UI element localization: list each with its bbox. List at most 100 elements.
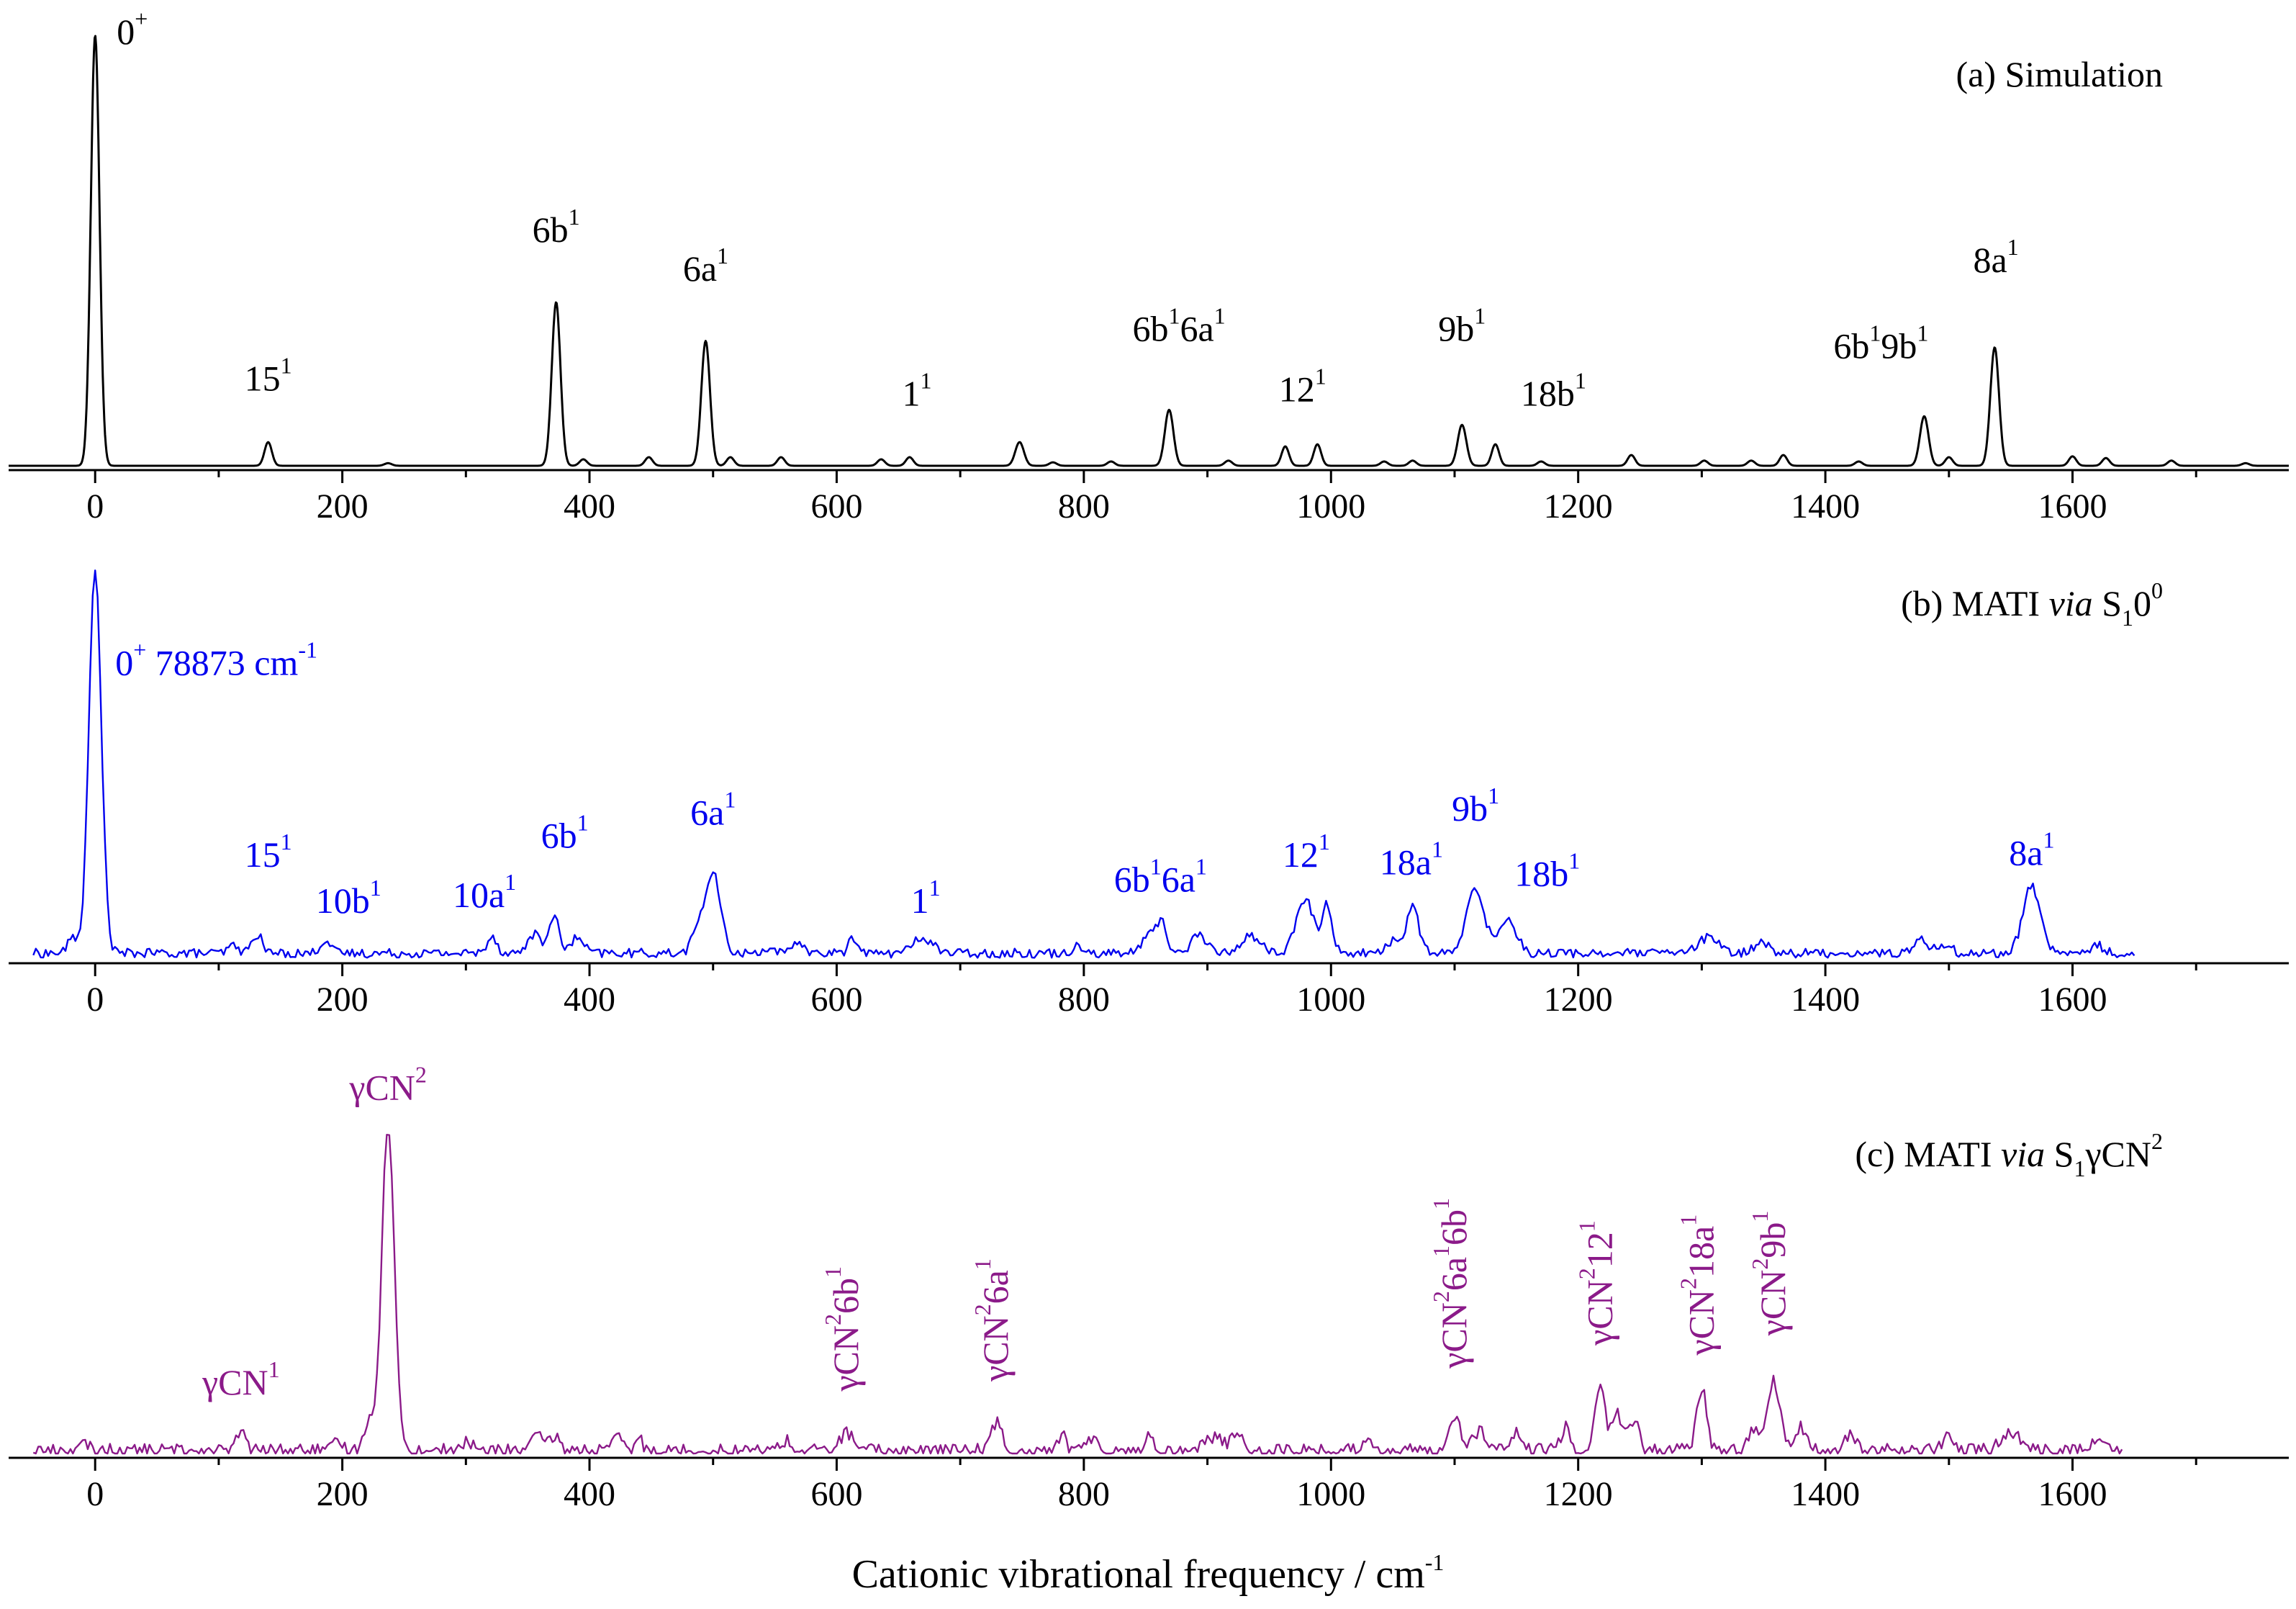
panel-title-c-part: S bbox=[2045, 1134, 2074, 1174]
tick-label-a: 1400 bbox=[1791, 487, 1860, 526]
peak-label-b-part: 1 bbox=[577, 809, 589, 835]
panel-title-c-part: γCN bbox=[2084, 1134, 2151, 1174]
peak-label-a-part: 1 bbox=[1917, 320, 1928, 346]
peak-label-b-part: 15 bbox=[245, 834, 281, 875]
peak-label-b-part: 1 bbox=[1319, 829, 1330, 855]
tick-label-b: 1200 bbox=[1544, 981, 1613, 1019]
panel-title-a-part: (a) Simulation bbox=[1956, 54, 2163, 94]
peak-label-a: 151 bbox=[245, 352, 292, 398]
peak-label-c-part: γCN bbox=[975, 1315, 1016, 1382]
peak-label-c-part: 1 bbox=[820, 1266, 846, 1278]
peak-label-a: 121 bbox=[1279, 363, 1326, 409]
peak-label-b-part: 1 bbox=[1150, 854, 1162, 880]
tick-label-a: 1600 bbox=[2038, 487, 2107, 526]
peak-label-a-part: 9b bbox=[1438, 309, 1474, 349]
peak-label-a: 9b1 bbox=[1438, 303, 1486, 349]
peak-label-b-part: 18a bbox=[1380, 842, 1432, 883]
peak-label-b: 121 bbox=[1283, 829, 1330, 875]
tick-label-c: 200 bbox=[317, 1475, 369, 1513]
peak-label-b-part: 1 bbox=[911, 880, 929, 921]
tick-label-c: 800 bbox=[1058, 1475, 1110, 1513]
peak-label-b-part: 78873 cm bbox=[146, 643, 298, 683]
panel-title-a: (a) Simulation bbox=[1956, 54, 2163, 94]
tick-label-b: 0 bbox=[86, 981, 104, 1019]
peak-label-c: γCN26a16b1 bbox=[1428, 1198, 1474, 1369]
peak-label-c-part: 2 bbox=[1574, 1268, 1600, 1279]
tick-label-a: 600 bbox=[810, 487, 862, 526]
peak-label-a-part: 1 bbox=[921, 367, 932, 393]
peak-label-a: 6b1 bbox=[533, 204, 580, 250]
peak-label-b: 0+ 78873 cm-1 bbox=[115, 637, 317, 683]
peak-label-b: 10b1 bbox=[316, 875, 381, 921]
peak-label-c: γCN29b1 bbox=[1747, 1211, 1793, 1337]
peak-label-a-part: + bbox=[135, 6, 148, 32]
tick-label-a: 0 bbox=[86, 487, 104, 526]
tick-label-c: 0 bbox=[86, 1475, 104, 1513]
peak-label-b-part: 1 bbox=[370, 875, 381, 901]
panel-b: 0 200 400 600 800 1000 1200 1400 1600(b) MATI vi… bbox=[9, 569, 2289, 1019]
peak-label-b-part: 1 bbox=[281, 829, 292, 855]
tick-label-c: 1600 bbox=[2038, 1475, 2107, 1513]
peak-label-c-part: 1 bbox=[1428, 1198, 1454, 1209]
peak-label-a-part: 0 bbox=[117, 12, 135, 52]
peak-label-b-part: 10a bbox=[453, 875, 505, 915]
panel-title-b-part: 1 bbox=[2122, 605, 2133, 631]
tick-label-b: 200 bbox=[317, 981, 369, 1019]
peak-label-c-part: 2 bbox=[820, 1314, 846, 1325]
panels-layer: 0 200 400 600 800 1000 1200 1400 1600(a) Simulat… bbox=[8, 6, 2290, 1513]
peak-label-a: 11 bbox=[903, 367, 932, 413]
panel-title-c-part: (c) MATI bbox=[1855, 1134, 2001, 1174]
peak-label-a-part: 1 bbox=[2007, 234, 2019, 260]
peak-label-b-part: 6b bbox=[541, 815, 577, 855]
panel-a: 0 200 400 600 800 1000 1200 1400 1600 (a) Simulat… bbox=[8, 6, 2290, 526]
peak-label-c: γCN2121 bbox=[1574, 1220, 1620, 1346]
tick-label-b: 600 bbox=[810, 981, 862, 1019]
peak-label-a-part: 1 bbox=[1168, 303, 1180, 329]
peak-label-c-part: 2 bbox=[1675, 1278, 1701, 1289]
peak-label-b-part: 12 bbox=[1283, 834, 1319, 875]
peak-label-b: 8a1 bbox=[2009, 826, 2054, 873]
peak-label-b-part: 6a bbox=[690, 792, 724, 832]
peak-label-b: 11 bbox=[911, 875, 941, 921]
x-axis-label-unit-superscript: -1 bbox=[1425, 1549, 1445, 1575]
panel-title-b: (b) MATI via S100 bbox=[1901, 577, 2163, 631]
panel-c: 0 200 400 600 800 1000 1200 1400 1600 (c) MATI vi… bbox=[9, 1062, 2289, 1513]
peak-label-b: 6b1 bbox=[541, 809, 589, 855]
peak-label-b-part: 9b bbox=[1452, 788, 1488, 829]
peak-label-c-part: γCN bbox=[1580, 1279, 1620, 1346]
peak-label-c-part: 2 bbox=[415, 1062, 427, 1088]
peak-label-a-part: 1 bbox=[1315, 363, 1326, 389]
peak-label-c-part: 1 bbox=[1747, 1211, 1773, 1222]
tick-label-a: 400 bbox=[564, 487, 615, 526]
x-axis-label-text: Cationic vibrational frequency / cm bbox=[852, 1552, 1425, 1597]
panel-title-c-part: 1 bbox=[2074, 1155, 2085, 1181]
peak-label-b: 10a1 bbox=[453, 869, 516, 915]
tick-label-a: 800 bbox=[1058, 487, 1110, 526]
peak-label-a-part: 6a bbox=[683, 248, 717, 289]
peak-label-b-part: 1 bbox=[1432, 837, 1443, 862]
panel-title-c-part: via bbox=[2001, 1134, 2045, 1174]
peak-label-a: 6a1 bbox=[683, 243, 728, 289]
peak-label-c-part: 6b bbox=[826, 1278, 866, 1314]
spectrum-line-a bbox=[8, 35, 2290, 467]
peak-label-a-part: 1 bbox=[569, 204, 580, 230]
peak-label-a: 6b19b1 bbox=[1833, 320, 1928, 366]
panel-title-b-part: 0 bbox=[2151, 577, 2163, 603]
peak-label-a: 6b16a1 bbox=[1132, 303, 1225, 349]
peak-label-a-part: 6b bbox=[533, 209, 569, 250]
peak-label-a: 8a1 bbox=[1973, 234, 2018, 280]
peak-label-a-part: 15 bbox=[245, 358, 281, 398]
peak-label-c-part: 1 bbox=[268, 1356, 280, 1382]
peak-label-b-part: 6b bbox=[1114, 860, 1150, 900]
peak-label-c-part: 1 bbox=[1428, 1245, 1454, 1257]
peak-label-a-part: 6a bbox=[1180, 309, 1213, 349]
peak-label-b: 18b1 bbox=[1514, 848, 1580, 894]
tick-label-c: 600 bbox=[810, 1475, 862, 1513]
peak-label-c: γCN26b1 bbox=[820, 1266, 866, 1392]
peak-label-a-part: 6b bbox=[1833, 326, 1869, 366]
x-axis-label: Cationic vibrational frequency / cm-1 bbox=[852, 1549, 1445, 1597]
tick-label-b: 1000 bbox=[1296, 981, 1365, 1019]
peak-label-c-part: γCN bbox=[1434, 1302, 1474, 1369]
tick-label-b: 800 bbox=[1058, 981, 1110, 1019]
